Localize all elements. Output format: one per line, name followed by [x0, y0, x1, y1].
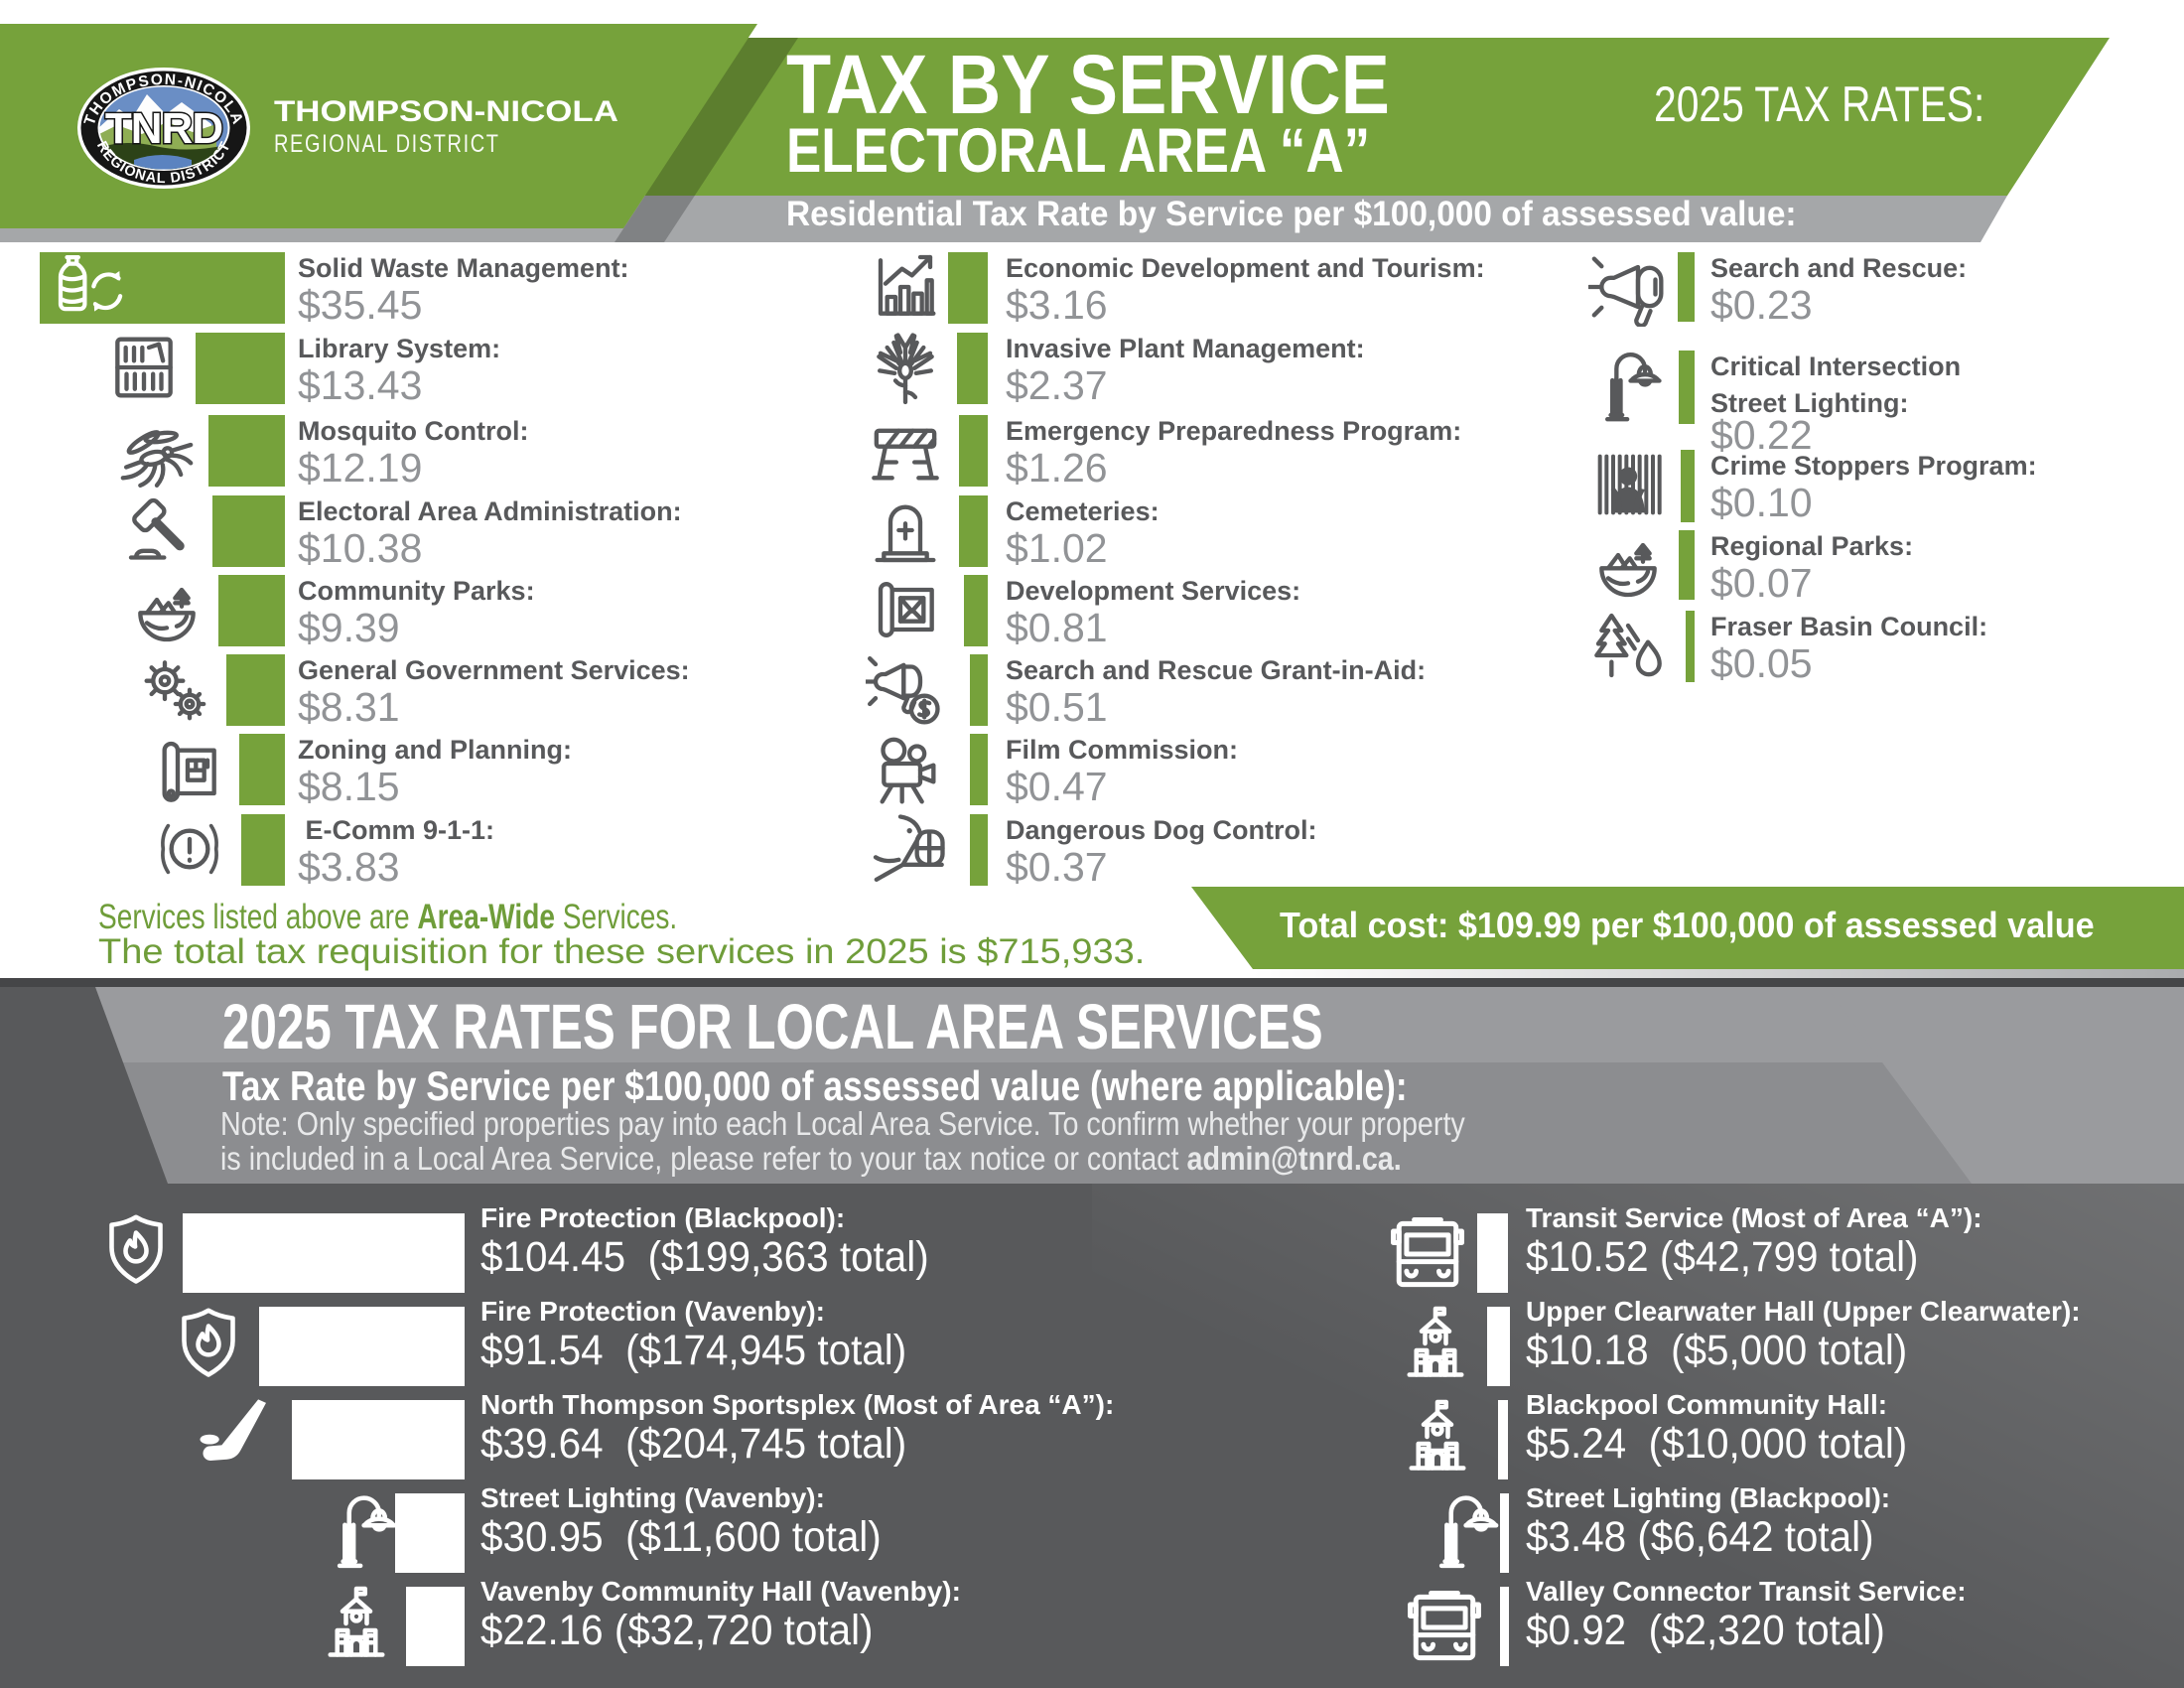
svg-text:TNRD: TNRD	[105, 104, 222, 153]
